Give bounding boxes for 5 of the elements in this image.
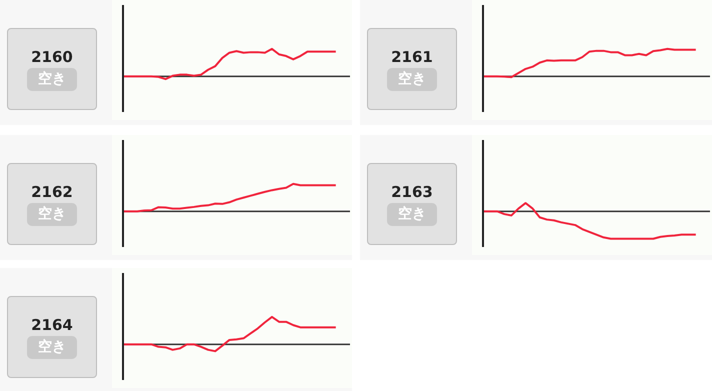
text: 2163 [390,183,434,201]
text: 2162 [30,183,74,201]
text: 2164 [30,316,74,334]
text: 2160 [30,48,74,66]
text: 2161 [390,48,434,66]
